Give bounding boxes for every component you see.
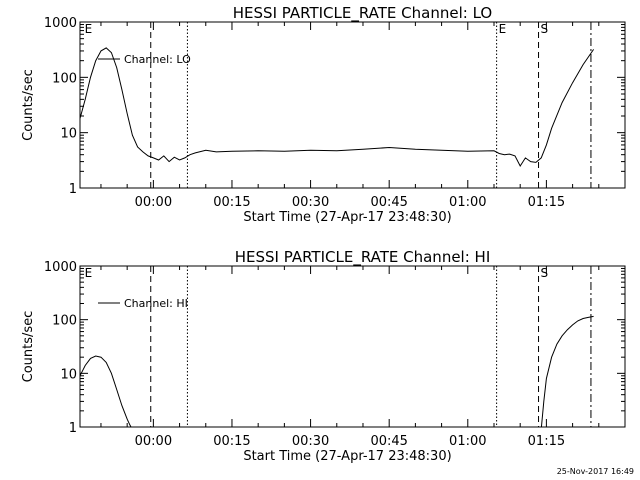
chart-panel-lo: HESSI PARTICLE_RATE Channel: LO 1 10 100 100… xyxy=(21,4,626,225)
x-tick-label: 01:00 xyxy=(449,434,486,449)
event-marker-label: S xyxy=(541,266,549,280)
footer-timestamp: 25-Nov-2017 16:49 xyxy=(556,467,634,476)
y-tick-label: 1000 xyxy=(44,260,77,275)
chart-panel-hi: HESSI PARTICLE_RATE Channel: HI 1 10 100 100… xyxy=(21,248,626,464)
event-marker-label: E xyxy=(85,266,93,280)
x-tick-label: 01:15 xyxy=(528,434,565,449)
series-line xyxy=(80,47,595,167)
plot-frame xyxy=(79,265,626,428)
y-tick-label: 10 xyxy=(60,367,77,382)
y-tick-label: 1 xyxy=(69,182,77,197)
legend-label: Channel: HI xyxy=(124,297,188,310)
x-tick-label: 01:00 xyxy=(449,195,486,210)
y-tick-label: 100 xyxy=(52,314,77,329)
chart-title: HESSI PARTICLE_RATE Channel: HI xyxy=(235,248,491,267)
event-marker-label: E xyxy=(499,22,507,36)
chart-title: HESSI PARTICLE_RATE Channel: LO xyxy=(233,4,492,23)
event-marker-label: S xyxy=(541,22,549,36)
x-tick-label: 00:45 xyxy=(370,434,407,449)
series-line xyxy=(540,315,594,427)
y-axis-label: Counts/sec xyxy=(21,311,36,383)
x-tick-label: 00:00 xyxy=(135,434,172,449)
y-tick-label: 10 xyxy=(60,127,77,142)
x-axis-label: Start Time (27-Apr-17 23:48:30) xyxy=(243,210,451,225)
y-tick-label: 100 xyxy=(52,71,77,86)
y-tick-label: 1000 xyxy=(44,16,77,31)
y-axis-label: Counts/sec xyxy=(21,69,36,141)
x-tick-label: 00:15 xyxy=(213,195,250,210)
legend-label: Channel: LO xyxy=(124,53,191,66)
x-tick-label: 00:15 xyxy=(213,434,250,449)
x-tick-label: 01:15 xyxy=(528,195,565,210)
x-tick-label: 00:30 xyxy=(292,434,329,449)
x-tick-label: 00:30 xyxy=(292,195,329,210)
plot-frame xyxy=(79,21,626,189)
x-tick-label: 00:45 xyxy=(370,195,407,210)
series-line xyxy=(80,355,132,427)
x-tick-label: 00:00 xyxy=(135,195,172,210)
x-axis-label: Start Time (27-Apr-17 23:48:30) xyxy=(243,449,451,464)
y-tick-label: 1 xyxy=(69,421,77,436)
event-marker-label: E xyxy=(85,22,93,36)
